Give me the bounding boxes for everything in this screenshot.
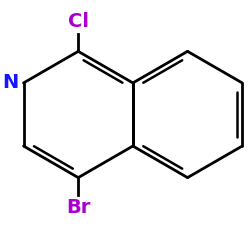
Text: Br: Br [66,198,90,217]
Text: N: N [2,74,19,92]
Text: Cl: Cl [68,12,89,31]
